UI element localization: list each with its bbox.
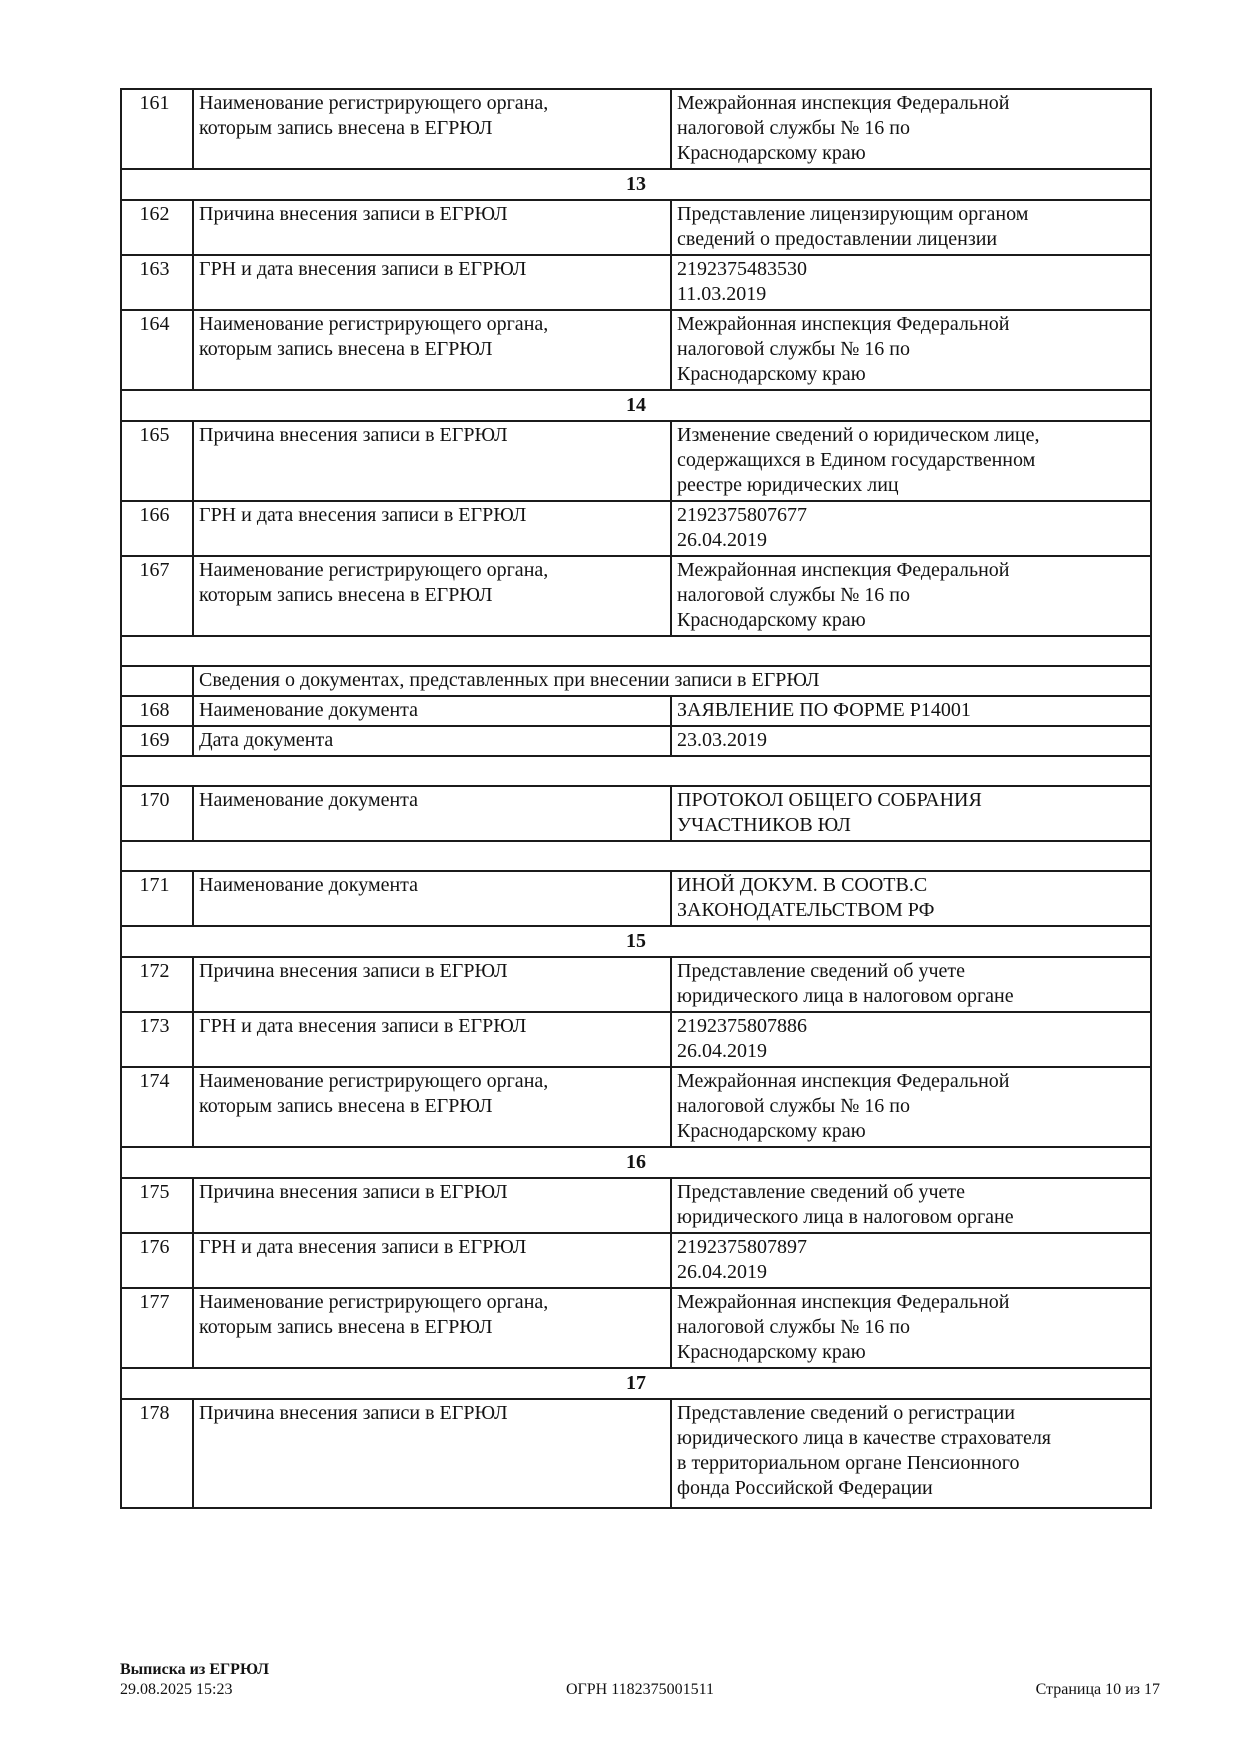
section-row-16: 16: [120, 1146, 1152, 1179]
field-label: Причина внесения записи в ЕГРЮЛ: [192, 420, 672, 502]
section-row-14: 14: [120, 389, 1152, 422]
section-row-15: 15: [120, 925, 1152, 958]
field-value: 23.03.2019: [670, 725, 1152, 757]
section-number: 15: [120, 925, 1152, 958]
field-value: 2192375483530 11.03.2019: [670, 254, 1152, 311]
table-row-163: 163 ГРН и дата внесения записи в ЕГРЮЛ 2…: [120, 254, 1152, 311]
spacer-cell: [120, 635, 1152, 667]
table-row-172: 172 Причина внесения записи в ЕГРЮЛ Пред…: [120, 956, 1152, 1013]
table-row-168: 168 Наименование документа ЗАЯВЛЕНИЕ ПО …: [120, 695, 1152, 727]
row-number: 174: [120, 1066, 194, 1148]
table-row-175: 175 Причина внесения записи в ЕГРЮЛ Пред…: [120, 1177, 1152, 1234]
field-value: 2192375807677 26.04.2019: [670, 500, 1152, 557]
row-number: 162: [120, 199, 194, 256]
footer-ogrn: ОГРН 1182375001511: [565, 1681, 715, 1698]
field-value: Представление сведений об учете юридичес…: [670, 956, 1152, 1013]
egrul-extract-table: 161 Наименование регистрирующего органа,…: [120, 88, 1152, 1509]
row-number: 175: [120, 1177, 194, 1234]
section-number: 16: [120, 1146, 1152, 1179]
row-number: 163: [120, 254, 194, 311]
section-row-17: 17: [120, 1367, 1152, 1400]
field-label: ГРН и дата внесения записи в ЕГРЮЛ: [192, 500, 672, 557]
field-label: Наименование документа: [192, 695, 672, 727]
field-label: ГРН и дата внесения записи в ЕГРЮЛ: [192, 254, 672, 311]
footer-timestamp: 29.08.2025 15:23: [120, 1681, 233, 1698]
field-label: Причина внесения записи в ЕГРЮЛ: [192, 956, 672, 1013]
table-row-170: 170 Наименование документа ПРОТОКОЛ ОБЩЕ…: [120, 785, 1152, 842]
field-value: ПРОТОКОЛ ОБЩЕГО СОБРАНИЯ УЧАСТНИКОВ ЮЛ: [670, 785, 1152, 842]
row-number: 172: [120, 956, 194, 1013]
table-row-176: 176 ГРН и дата внесения записи в ЕГРЮЛ 2…: [120, 1232, 1152, 1289]
section-row-13: 13: [120, 168, 1152, 201]
table-row-177: 177 Наименование регистрирующего органа,…: [120, 1287, 1152, 1369]
field-value: Межрайонная инспекция Федеральной налого…: [670, 555, 1152, 637]
row-number: 161: [120, 88, 194, 170]
field-value: Межрайонная инспекция Федеральной налого…: [670, 88, 1152, 170]
spacer-row: [120, 635, 1152, 667]
row-number: 176: [120, 1232, 194, 1289]
field-label: Причина внесения записи в ЕГРЮЛ: [192, 1177, 672, 1234]
documents-subheader-row: Сведения о документах, представленных пр…: [120, 665, 1152, 697]
field-label: ГРН и дата внесения записи в ЕГРЮЛ: [192, 1011, 672, 1068]
field-value: Представление сведений об учете юридичес…: [670, 1177, 1152, 1234]
section-number: 13: [120, 168, 1152, 201]
field-value: 2192375807886 26.04.2019: [670, 1011, 1152, 1068]
row-number: 173: [120, 1011, 194, 1068]
field-value: Представление лицензирующим органом свед…: [670, 199, 1152, 256]
table-row-162: 162 Причина внесения записи в ЕГРЮЛ Пред…: [120, 199, 1152, 256]
field-label: ГРН и дата внесения записи в ЕГРЮЛ: [192, 1232, 672, 1289]
row-number: 166: [120, 500, 194, 557]
field-label: Дата документа: [192, 725, 672, 757]
field-value: 2192375807897 26.04.2019: [670, 1232, 1152, 1289]
row-number: 169: [120, 725, 194, 757]
page-footer: Выписка из ЕГРЮЛ 29.08.2025 15:23 ОГРН 1…: [120, 1660, 1160, 1700]
table-row-171: 171 Наименование документа ИНОЙ ДОКУМ. В…: [120, 870, 1152, 927]
field-value: Межрайонная инспекция Федеральной налого…: [670, 309, 1152, 391]
section-number: 17: [120, 1367, 1152, 1400]
field-value: Межрайонная инспекция Федеральной налого…: [670, 1287, 1152, 1369]
row-number: 168: [120, 695, 194, 727]
field-label: Наименование документа: [192, 785, 672, 842]
field-label: Наименование регистрирующего органа, кот…: [192, 88, 672, 170]
field-label: Наименование документа: [192, 870, 672, 927]
spacer-row: [120, 755, 1152, 787]
row-number-empty: [120, 665, 194, 697]
row-number: 178: [120, 1398, 194, 1509]
spacer-row: [120, 840, 1152, 872]
row-number: 177: [120, 1287, 194, 1369]
field-label: Причина внесения записи в ЕГРЮЛ: [192, 1398, 672, 1509]
table-row-166: 166 ГРН и дата внесения записи в ЕГРЮЛ 2…: [120, 500, 1152, 557]
field-value: Представление сведений о регистрации юри…: [670, 1398, 1152, 1509]
field-label: Наименование регистрирующего органа, кот…: [192, 309, 672, 391]
footer-doc-type: Выписка из ЕГРЮЛ: [120, 1661, 270, 1678]
row-number: 170: [120, 785, 194, 842]
table-row-165: 165 Причина внесения записи в ЕГРЮЛ Изме…: [120, 420, 1152, 502]
section-number: 14: [120, 389, 1152, 422]
row-number: 164: [120, 309, 194, 391]
field-label: Причина внесения записи в ЕГРЮЛ: [192, 199, 672, 256]
footer-left-block: Выписка из ЕГРЮЛ 29.08.2025 15:23: [120, 1660, 1160, 1700]
table-row-174: 174 Наименование регистрирующего органа,…: [120, 1066, 1152, 1148]
table-row-167: 167 Наименование регистрирующего органа,…: [120, 555, 1152, 637]
field-label: Наименование регистрирующего органа, кот…: [192, 1066, 672, 1148]
spacer-cell: [120, 755, 1152, 787]
documents-subheader: Сведения о документах, представленных пр…: [192, 665, 1152, 697]
field-value: ИНОЙ ДОКУМ. В СООТВ.С ЗАКОНОДАТЕЛЬСТВОМ …: [670, 870, 1152, 927]
table-row-164: 164 Наименование регистрирующего органа,…: [120, 309, 1152, 391]
field-label: Наименование регистрирующего органа, кот…: [192, 555, 672, 637]
field-value: Межрайонная инспекция Федеральной налого…: [670, 1066, 1152, 1148]
row-number: 171: [120, 870, 194, 927]
row-number: 167: [120, 555, 194, 637]
table-row-169: 169 Дата документа 23.03.2019: [120, 725, 1152, 757]
field-value: ЗАЯВЛЕНИЕ ПО ФОРМЕ Р14001: [670, 695, 1152, 727]
table-row-178: 178 Причина внесения записи в ЕГРЮЛ Пред…: [120, 1398, 1152, 1509]
spacer-cell: [120, 840, 1152, 872]
table-row-161: 161 Наименование регистрирующего органа,…: [120, 88, 1152, 170]
row-number: 165: [120, 420, 194, 502]
field-label: Наименование регистрирующего органа, кот…: [192, 1287, 672, 1369]
footer-page-number: Страница 10 из 17: [1035, 1681, 1160, 1698]
field-value: Изменение сведений о юридическом лице, с…: [670, 420, 1152, 502]
table-row-173: 173 ГРН и дата внесения записи в ЕГРЮЛ 2…: [120, 1011, 1152, 1068]
